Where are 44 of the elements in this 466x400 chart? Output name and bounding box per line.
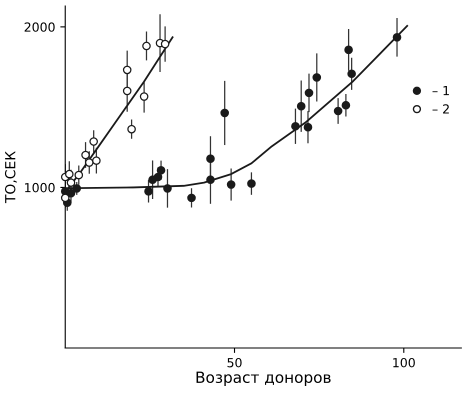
point <box>160 40 170 48</box>
point <box>66 178 76 187</box>
y-tick-label: 1000 <box>25 182 55 192</box>
point <box>81 150 90 160</box>
point <box>291 122 300 131</box>
point <box>312 73 322 82</box>
point <box>122 86 132 96</box>
point <box>187 194 196 202</box>
point <box>304 122 312 132</box>
point <box>144 186 153 196</box>
point <box>66 188 76 198</box>
point <box>89 137 98 146</box>
x-tick-label: 100 <box>393 358 415 368</box>
point <box>72 184 82 193</box>
point <box>154 172 162 182</box>
point <box>60 194 70 202</box>
point <box>127 124 136 134</box>
point <box>206 175 215 184</box>
x-axis-title: Возраст доноров <box>196 372 331 386</box>
y-tick-label: 2000 <box>24 22 55 32</box>
point <box>342 100 350 110</box>
point <box>296 102 306 110</box>
legend-label: – 2 <box>432 104 449 114</box>
point <box>84 158 94 167</box>
legend-label: – 1 <box>432 86 449 96</box>
point <box>92 156 101 165</box>
point <box>247 179 256 188</box>
point <box>206 154 215 163</box>
point <box>74 170 84 180</box>
point <box>140 92 148 101</box>
point <box>347 69 356 78</box>
point <box>334 106 342 116</box>
point <box>163 184 172 193</box>
point <box>344 46 353 54</box>
point <box>392 33 402 42</box>
point <box>304 88 314 98</box>
y-axis-title: ТО,СЕК <box>4 151 17 204</box>
point <box>156 166 166 175</box>
point <box>220 108 229 118</box>
point <box>122 66 132 74</box>
point <box>226 180 236 189</box>
point <box>65 170 74 178</box>
x-tick-label: 50 <box>228 358 242 368</box>
point <box>142 42 151 50</box>
